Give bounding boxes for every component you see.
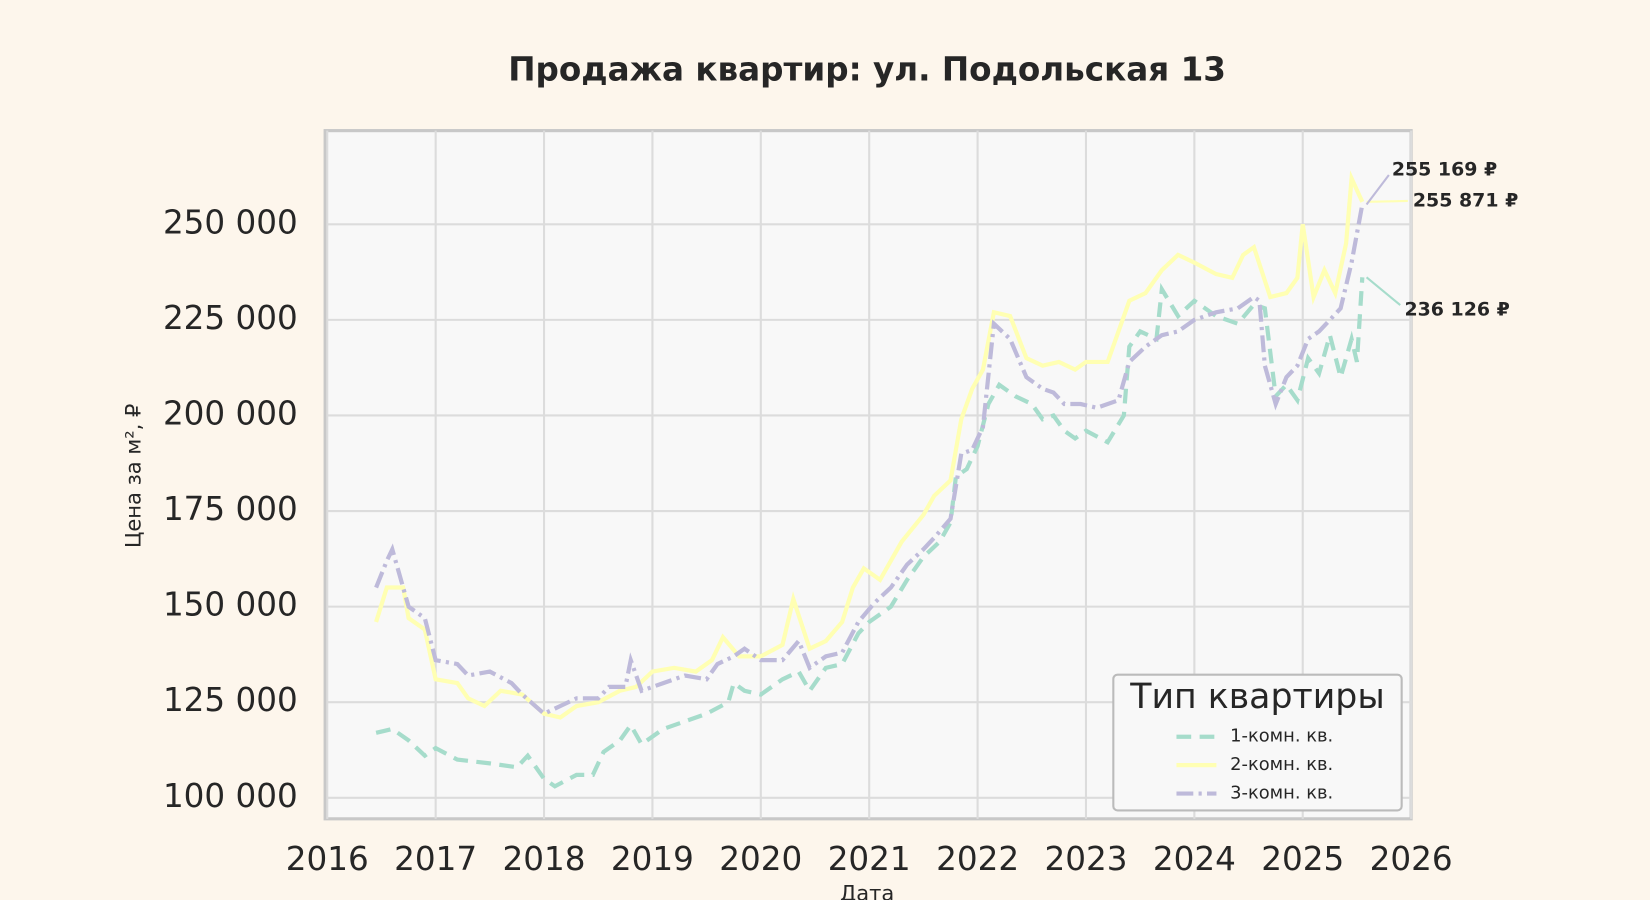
annotation-arrow	[1365, 174, 1390, 206]
annotation-arrow	[1365, 276, 1401, 306]
annotation-label: 255 871 ₽	[1413, 189, 1518, 211]
x-tick-label: 2024	[1153, 840, 1236, 878]
annotation-arrow	[1366, 199, 1408, 203]
x-tick-label: 2020	[719, 840, 802, 878]
y-axis-label: Цена за м², ₽	[121, 404, 146, 548]
y-tick-label: 175 000	[163, 490, 298, 528]
y-tick-label: 150 000	[163, 586, 298, 624]
y-tick-label: 225 000	[163, 299, 298, 337]
y-tick-label: 100 000	[163, 777, 298, 815]
x-tick-label: 2016	[286, 840, 369, 878]
chart-title: Продажа квартир: ул. Подольская 13	[508, 51, 1226, 89]
x-tick-label: 2018	[503, 840, 586, 878]
x-tick-label: 2026	[1370, 840, 1453, 878]
y-tick-label: 125 000	[163, 681, 298, 719]
legend-label: 3-комн. кв.	[1230, 783, 1333, 804]
x-tick-label: 2025	[1261, 840, 1344, 878]
x-tick-label: 2019	[611, 840, 694, 878]
y-tick-label: 250 000	[163, 203, 298, 241]
y-tick-label: 200 000	[163, 394, 298, 432]
series-line	[375, 277, 1365, 789]
x-tick-label: 2017	[394, 840, 477, 878]
x-axis-label: Дата	[840, 881, 894, 900]
series-line	[374, 170, 1365, 720]
x-tick-label: 2023	[1044, 840, 1127, 878]
legend-label: 2-комн. кв.	[1230, 754, 1333, 775]
legend: Тип квартиры 1-комн. кв. 2-комн. кв. 3-ком…	[1112, 673, 1403, 812]
x-tick-label: 2021	[828, 840, 911, 878]
annotation-label: 255 169 ₽	[1392, 158, 1497, 180]
annotation-label: 236 126 ₽	[1404, 298, 1509, 320]
legend-label: 1-комн. кв.	[1230, 726, 1333, 747]
lines	[374, 170, 1365, 789]
legend-box	[1112, 673, 1403, 812]
x-tick-label: 2022	[936, 840, 1019, 878]
legend-title: Тип квартиры	[1129, 677, 1384, 717]
series-line	[374, 204, 1365, 717]
